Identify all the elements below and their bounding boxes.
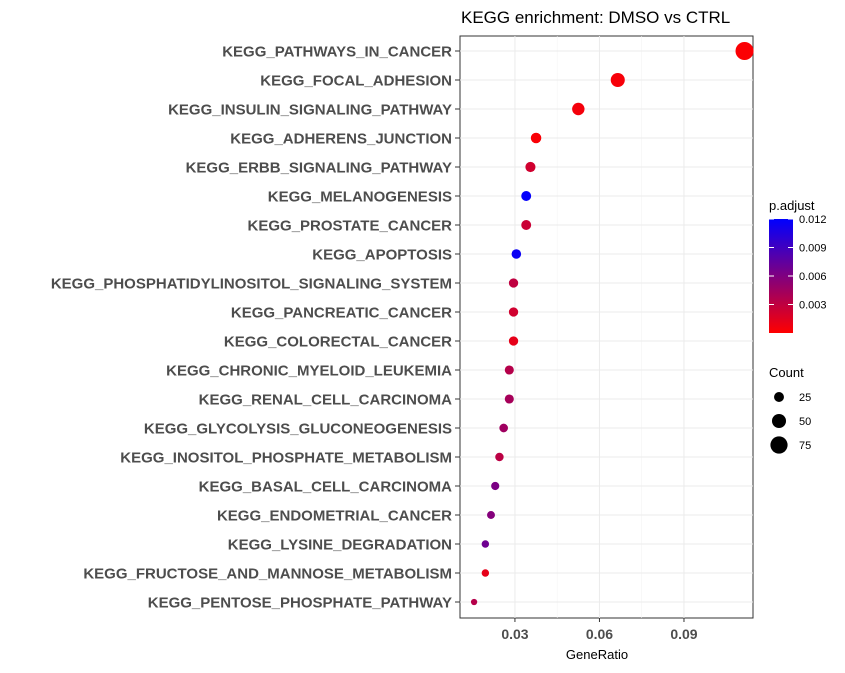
y-tick-label: KEGG_ENDOMETRIAL_CANCER <box>217 508 452 525</box>
size-legend-key <box>770 436 788 454</box>
data-point <box>521 191 532 201</box>
data-point <box>508 307 519 317</box>
x-tick-label: 0.03 <box>501 626 528 642</box>
data-point <box>521 220 532 230</box>
data-point <box>470 598 478 606</box>
data-point <box>481 569 490 577</box>
x-tick-label: 0.09 <box>670 626 697 642</box>
color-legend-tick-label: 0.006 <box>799 271 827 283</box>
data-points <box>470 41 754 606</box>
size-legend: Count 25 50 75 <box>769 365 811 454</box>
x-axis-title: GeneRatio <box>566 647 628 662</box>
data-point <box>530 132 542 144</box>
x-tick-label: 0.06 <box>586 626 613 642</box>
size-legend-key <box>774 392 784 402</box>
color-legend-tick-label: 0.003 <box>799 300 827 312</box>
color-legend-title: p.adjust <box>769 198 815 213</box>
y-tick-label: KEGG_CHRONIC_MYELOID_LEUKEMIA <box>166 363 452 380</box>
grid-lines <box>460 36 753 618</box>
y-tick-label: KEGG_ADHERENS_JUNCTION <box>230 131 452 148</box>
size-legend-label: 50 <box>799 416 811 428</box>
data-point <box>572 102 585 116</box>
color-legend-tick-label: 0.009 <box>799 243 827 255</box>
color-legend-tick-label: 0.012 <box>799 214 827 226</box>
y-tick-label: KEGG_ERBB_SIGNALING_PATHWAY <box>186 160 452 177</box>
size-legend-label: 75 <box>799 440 811 452</box>
data-point <box>495 452 504 462</box>
y-tick-label: KEGG_GLYCOLYSIS_GLUCONEOGENESIS <box>144 421 452 438</box>
y-tick-label: KEGG_FRUCTOSE_AND_MANNOSE_METABOLISM <box>83 566 452 583</box>
x-axis: 0.03 0.06 0.09 <box>501 618 698 642</box>
data-point <box>499 423 508 433</box>
data-point <box>504 394 514 404</box>
size-legend-label: 25 <box>799 392 811 404</box>
y-tick-label: KEGG_BASAL_CELL_CARCINOMA <box>199 479 453 496</box>
y-tick-label: KEGG_PROSTATE_CANCER <box>248 218 453 235</box>
data-point <box>525 161 536 173</box>
data-point <box>735 41 754 61</box>
y-axis-labels: KEGG_PATHWAYS_IN_CANCER KEGG_FOCAL_ADHESI… <box>51 44 460 612</box>
data-point <box>508 336 519 346</box>
size-legend-key <box>771 413 787 429</box>
chart-title: KEGG enrichment: DMSO vs CTRL <box>461 8 730 27</box>
y-tick-label: KEGG_APOPTOSIS <box>312 247 452 264</box>
y-tick-label: KEGG_COLORECTAL_CANCER <box>224 334 452 351</box>
data-point <box>511 249 522 259</box>
y-tick-label: KEGG_PATHWAYS_IN_CANCER <box>222 44 452 61</box>
data-point <box>487 511 495 519</box>
data-point <box>504 365 514 375</box>
size-legend-keys: 25 50 75 <box>770 392 811 454</box>
y-tick-label: KEGG_PENTOSE_PHOSPHATE_PATHWAY <box>148 595 452 612</box>
plot-panel <box>459 35 754 619</box>
size-legend-title: Count <box>769 365 804 380</box>
data-point <box>491 481 500 491</box>
data-point <box>610 72 625 88</box>
y-tick-label: KEGG_FOCAL_ADHESION <box>260 73 452 90</box>
y-tick-label: KEGG_MELANOGENESIS <box>268 189 452 206</box>
y-tick-label: KEGG_RENAL_CELL_CARCINOMA <box>199 392 453 409</box>
y-tick-label: KEGG_PANCREATIC_CANCER <box>231 305 452 322</box>
color-legend-ticks: 0.003 0.006 0.009 0.012 <box>769 214 827 312</box>
y-tick-label: KEGG_PHOSPHATIDYLINOSITOL_SIGNALING_SYST… <box>51 276 452 293</box>
y-tick-label: KEGG_INOSITOL_PHOSPHATE_METABOLISM <box>120 450 452 467</box>
data-point <box>481 540 490 548</box>
y-tick-label: KEGG_INSULIN_SIGNALING_PATHWAY <box>168 102 452 119</box>
color-legend: p.adjust 0.003 0.006 0.009 0.012 <box>769 198 827 333</box>
data-point <box>508 278 519 288</box>
y-tick-label: KEGG_LYSINE_DEGRADATION <box>228 537 452 554</box>
